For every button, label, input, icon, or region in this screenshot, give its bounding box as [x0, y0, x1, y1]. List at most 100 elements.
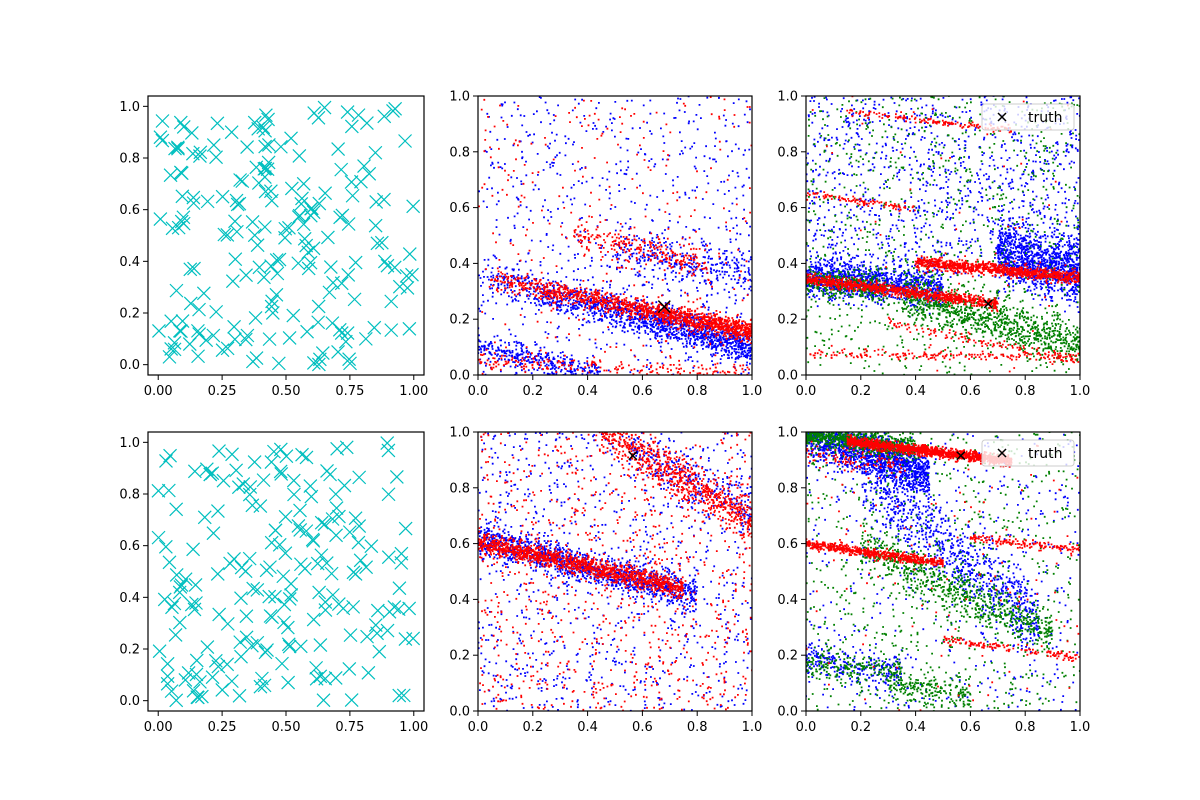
- x-tick-label: 0.2: [850, 720, 871, 735]
- x-tick-label: 0.4: [905, 720, 926, 735]
- x-marker: [240, 140, 255, 154]
- x-marker: [191, 349, 205, 364]
- x-marker: [238, 564, 253, 579]
- y-tick-label: 0.8: [777, 481, 798, 496]
- x-marker: [215, 343, 230, 358]
- x-tick-label: 0.6: [960, 720, 981, 735]
- x-marker: [183, 296, 198, 311]
- x-marker: [216, 473, 231, 488]
- y-tick-label: 0.6: [119, 539, 140, 554]
- y-tick-label: 0.0: [449, 705, 470, 720]
- x-marker: [182, 337, 197, 351]
- x-marker: [229, 193, 244, 208]
- x-marker: [272, 252, 287, 267]
- legend-marker: [997, 448, 1007, 458]
- x-marker: [184, 125, 199, 140]
- x-marker: [157, 592, 172, 607]
- y-tick-label: 0.2: [777, 313, 798, 328]
- x-marker: [212, 607, 227, 622]
- particles-bottom-mid: 0.0 0.2 0.4 0.6 0.8 1.0 0.0 0.2 0.4 0.6 0.8 1.0: [449, 426, 762, 736]
- y-tick-label: 0.4: [119, 255, 140, 270]
- x-marker: [291, 518, 306, 533]
- y-tick-label: 0.0: [777, 369, 798, 384]
- x-marker: [171, 141, 185, 156]
- x-marker: [348, 567, 363, 581]
- x-marker: [309, 660, 324, 675]
- x-marker: [382, 604, 397, 619]
- y-tick-label: 0.2: [449, 313, 470, 328]
- x-marker: [328, 487, 343, 502]
- x-marker: [227, 552, 241, 566]
- x-marker: [174, 166, 189, 181]
- x-marker: [205, 466, 220, 481]
- x-marker: [245, 215, 260, 229]
- x-tick-label: 0.50: [272, 720, 301, 735]
- x-marker: [398, 134, 412, 148]
- x-marker: [209, 150, 223, 165]
- x-marker: [402, 247, 417, 261]
- x-tick-label: 0.8: [1015, 720, 1036, 735]
- particle-series: [806, 432, 1080, 711]
- x-marker: [334, 326, 349, 340]
- x-marker: [370, 603, 385, 618]
- x-marker: [334, 162, 349, 177]
- x-marker: [374, 235, 389, 250]
- y-tick-label: 0.0: [777, 705, 798, 720]
- x-marker: [318, 603, 333, 618]
- axes-frame: [477, 431, 753, 712]
- y-tick-label: 1.0: [449, 90, 470, 105]
- x-marker: [225, 447, 239, 462]
- legend-box: [981, 103, 1075, 131]
- x-marker: [187, 464, 202, 479]
- x-marker: [151, 530, 166, 545]
- x-marker: [392, 688, 407, 703]
- x-tick-label: 1.0: [1070, 384, 1091, 399]
- x-marker: [330, 441, 345, 456]
- x-marker: [164, 684, 179, 699]
- x-marker: [169, 502, 184, 517]
- x-marker: [389, 470, 404, 484]
- x-marker: [399, 269, 414, 283]
- x-marker: [352, 470, 367, 485]
- x-marker: [284, 587, 299, 602]
- y-tick-label: 0.8: [777, 145, 798, 160]
- x-marker: [377, 254, 392, 269]
- x-marker: [181, 665, 196, 680]
- x-marker: [247, 228, 262, 243]
- x-marker: [250, 238, 265, 253]
- x-marker: [380, 258, 395, 273]
- x-marker: [210, 567, 225, 581]
- x-marker: [194, 689, 209, 704]
- x-marker: [370, 236, 385, 251]
- x-marker: [328, 671, 343, 685]
- x-marker: [163, 168, 178, 183]
- x-marker: [340, 105, 355, 120]
- x-marker: [160, 669, 175, 684]
- x-marker: [238, 332, 253, 347]
- x-marker: [352, 519, 367, 533]
- x-marker: [231, 480, 246, 495]
- x-marker: [220, 616, 235, 631]
- x-marker: [227, 319, 242, 334]
- x-marker: [197, 510, 212, 525]
- x-marker: [333, 210, 348, 225]
- y-tick-label: 1.0: [777, 426, 798, 441]
- x-tick-label: 1.00: [399, 720, 428, 735]
- x-marker: [357, 159, 371, 173]
- x-marker: [254, 671, 269, 686]
- x-marker: [239, 630, 254, 645]
- x-marker: [228, 252, 243, 267]
- legend-label: truth: [1028, 446, 1062, 462]
- x-marker: [167, 342, 182, 357]
- x-marker: [303, 255, 318, 270]
- x-marker: [268, 523, 283, 538]
- plot-area: [152, 100, 421, 372]
- x-tick-label: 0.2: [850, 384, 871, 399]
- x-marker: [200, 640, 215, 654]
- y-tick-label: 0.6: [119, 203, 140, 218]
- x-tick-label: 0.6: [960, 384, 981, 399]
- x-marker: [275, 656, 289, 671]
- x-tick-label: 0.4: [905, 384, 926, 399]
- x-marker: [263, 184, 278, 199]
- x-marker: [187, 602, 202, 617]
